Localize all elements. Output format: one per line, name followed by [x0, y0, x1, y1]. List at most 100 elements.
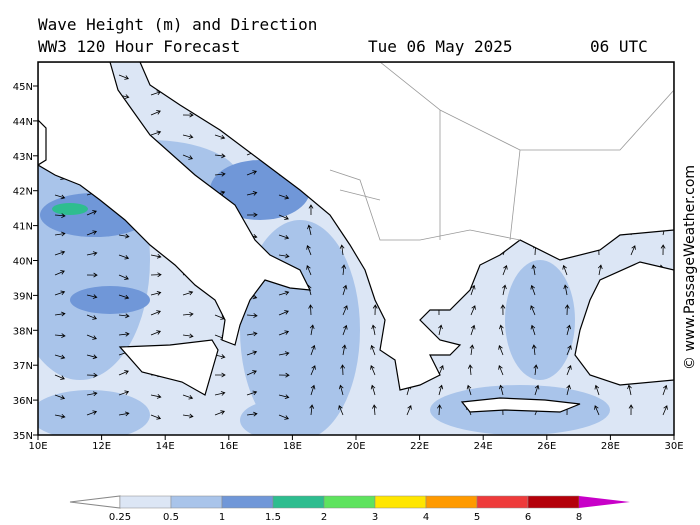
arrow	[278, 194, 290, 200]
arrow	[564, 304, 570, 316]
legend-swatch	[527, 495, 580, 509]
arrow	[214, 171, 226, 177]
legend-label: 3	[372, 512, 378, 523]
arrow	[246, 390, 258, 396]
arrow	[309, 404, 315, 416]
arrow	[246, 411, 258, 417]
y-tick-label: 36N	[13, 396, 33, 407]
arrow	[246, 191, 258, 196]
arrow	[562, 264, 568, 276]
arrow	[214, 410, 226, 416]
arrow	[278, 253, 290, 259]
arrow	[278, 234, 290, 240]
arrow	[278, 290, 290, 296]
legend-swatch	[221, 495, 274, 509]
arrow	[469, 344, 475, 356]
x-tick-label: 22E	[410, 441, 429, 452]
arrow	[278, 372, 290, 378]
arrow	[214, 391, 226, 396]
arrow	[150, 110, 161, 116]
arrow	[246, 331, 258, 337]
time: 06 UTC	[590, 37, 648, 56]
x-tick-label: 12E	[92, 441, 111, 452]
turkey	[574, 261, 674, 386]
y-tick-label: 43N	[13, 152, 33, 163]
arrow	[466, 384, 472, 396]
arrow	[342, 284, 348, 296]
arrow	[54, 354, 66, 360]
arrow	[630, 245, 636, 256]
legend: 0.25 0.5 1 1.5 2 3 4 5 6 8	[69, 495, 630, 523]
y-tick-label: 38N	[13, 326, 33, 337]
legend-label: 8	[576, 512, 582, 523]
arrow	[338, 405, 344, 416]
arrow	[566, 384, 571, 396]
arrow	[150, 130, 162, 136]
arrow	[86, 314, 98, 320]
arrow	[54, 250, 66, 256]
legend-swatch	[425, 495, 478, 509]
arrow	[278, 214, 289, 220]
y-tick-label: 42N	[13, 187, 33, 198]
arrow	[308, 304, 314, 316]
arrow	[498, 344, 504, 356]
arrow	[86, 272, 98, 278]
arrow	[502, 264, 508, 276]
arrow	[150, 290, 162, 296]
arrow	[563, 284, 569, 296]
arrow	[470, 284, 476, 296]
arrow	[309, 324, 315, 336]
legend-swatch	[272, 495, 325, 509]
arrow	[150, 414, 162, 420]
x-tick-label: 28E	[601, 441, 620, 452]
arrow	[498, 365, 504, 376]
wave-patch	[505, 260, 575, 380]
arrow	[246, 370, 257, 376]
legend-label: 1.5	[265, 512, 281, 523]
wave-patch	[70, 286, 150, 314]
arrow	[182, 154, 194, 160]
credit: © www.PassageWeather.com	[682, 165, 698, 370]
arrow	[341, 264, 347, 276]
arrow	[530, 284, 536, 296]
arrow	[54, 394, 66, 400]
arrow	[307, 224, 312, 236]
arrow	[566, 324, 572, 336]
arrow	[182, 134, 194, 139]
arrow	[597, 264, 603, 276]
arrow	[310, 365, 316, 376]
arrow	[342, 324, 348, 336]
arrow	[338, 384, 344, 396]
arrow	[372, 404, 377, 416]
arrow	[306, 265, 312, 276]
legend-swatch	[170, 495, 223, 509]
legend-label: 1	[219, 512, 225, 523]
arrow	[278, 330, 290, 336]
sardinia	[38, 119, 47, 166]
y-tick-label: 40N	[13, 257, 33, 268]
arrow	[566, 345, 572, 356]
arrow	[438, 384, 444, 396]
date: Tue 06 May 2025	[368, 37, 513, 56]
arrow	[531, 264, 537, 276]
arrow	[54, 333, 66, 339]
arrow	[306, 244, 312, 256]
arrow	[150, 253, 162, 259]
legend-swatch	[476, 495, 529, 509]
arrow	[54, 213, 66, 218]
arrow	[54, 290, 66, 296]
title: Wave Height (m) and Direction	[38, 15, 317, 34]
arrow	[86, 372, 98, 378]
legend-swatch	[119, 495, 172, 509]
arrow	[54, 374, 65, 380]
arrow	[150, 272, 162, 278]
arrow	[406, 405, 412, 416]
x-tick-label: 10E	[28, 441, 47, 452]
arrow	[182, 311, 194, 317]
arrow	[310, 384, 316, 396]
arrow	[182, 394, 194, 400]
arrow	[86, 251, 98, 256]
arrow	[500, 304, 506, 316]
arrow	[150, 330, 162, 336]
